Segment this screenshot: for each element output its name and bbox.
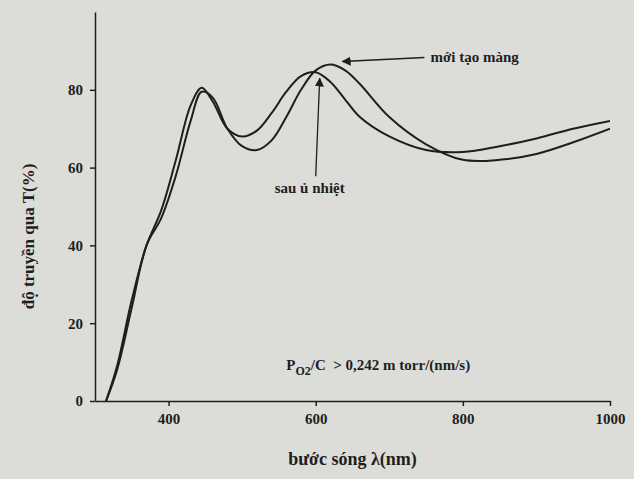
y-tick-mark xyxy=(90,323,95,325)
condition-label: PO2/C > 0,242 m torr/(nm/s) xyxy=(286,357,470,378)
x-tick-label: 1000 xyxy=(596,411,626,427)
y-tick-mark xyxy=(90,401,95,403)
y-tick: 80 xyxy=(68,82,95,98)
x-tick: 800 xyxy=(452,401,475,427)
y-tick-mark xyxy=(90,167,95,169)
series-line xyxy=(106,65,610,401)
y-tick-label: 0 xyxy=(76,393,84,409)
y-tick-label: 40 xyxy=(68,238,83,254)
y-tick-mark xyxy=(90,90,95,92)
annotation-arrow xyxy=(342,58,424,62)
condition-base: P xyxy=(286,357,295,373)
y-axis: 0 20 40 60 80 xyxy=(68,13,96,410)
y-tick: 20 xyxy=(68,316,95,332)
series-annotation: sau ủ nhiệt xyxy=(275,180,345,196)
x-tick: 600 xyxy=(305,401,328,427)
x-tick: 400 xyxy=(158,401,181,427)
series-annotation: mới tạo màng xyxy=(430,49,519,65)
series-line xyxy=(106,72,610,401)
x-tick-mark xyxy=(463,401,465,406)
x-axis-line xyxy=(96,401,611,403)
condition-rest: /C > 0,242 m torr/(nm/s) xyxy=(310,357,470,374)
x-tick-mark xyxy=(610,401,612,406)
y-tick-label: 20 xyxy=(68,316,83,332)
y-axis-line xyxy=(95,13,97,402)
x-tick-label: 400 xyxy=(158,411,181,427)
y-tick-label: 80 xyxy=(68,82,83,98)
x-axis: 400 600 800 1000 xyxy=(96,401,626,427)
y-axis-title: độ truyền qua T(%) xyxy=(19,164,38,310)
condition-subscript: O2 xyxy=(295,364,310,378)
x-tick-label: 600 xyxy=(305,411,328,427)
annotation-arrow xyxy=(316,78,320,176)
x-axis-title: bước sóng λ(nm) xyxy=(288,449,417,470)
x-tick-label: 800 xyxy=(452,411,475,427)
y-tick-mark xyxy=(90,245,95,247)
x-tick-mark xyxy=(315,401,317,406)
y-tick: 60 xyxy=(68,160,95,176)
plot-area xyxy=(106,65,610,401)
y-tick-label: 60 xyxy=(68,160,83,176)
chart: 400 600 800 1000 0 20 40 60 80 bước sóng λ(nm) độ … xyxy=(0,0,634,479)
x-tick: 1000 xyxy=(596,401,626,427)
y-tick: 0 xyxy=(76,393,96,409)
x-tick-mark xyxy=(168,401,170,406)
y-tick: 40 xyxy=(68,238,95,254)
